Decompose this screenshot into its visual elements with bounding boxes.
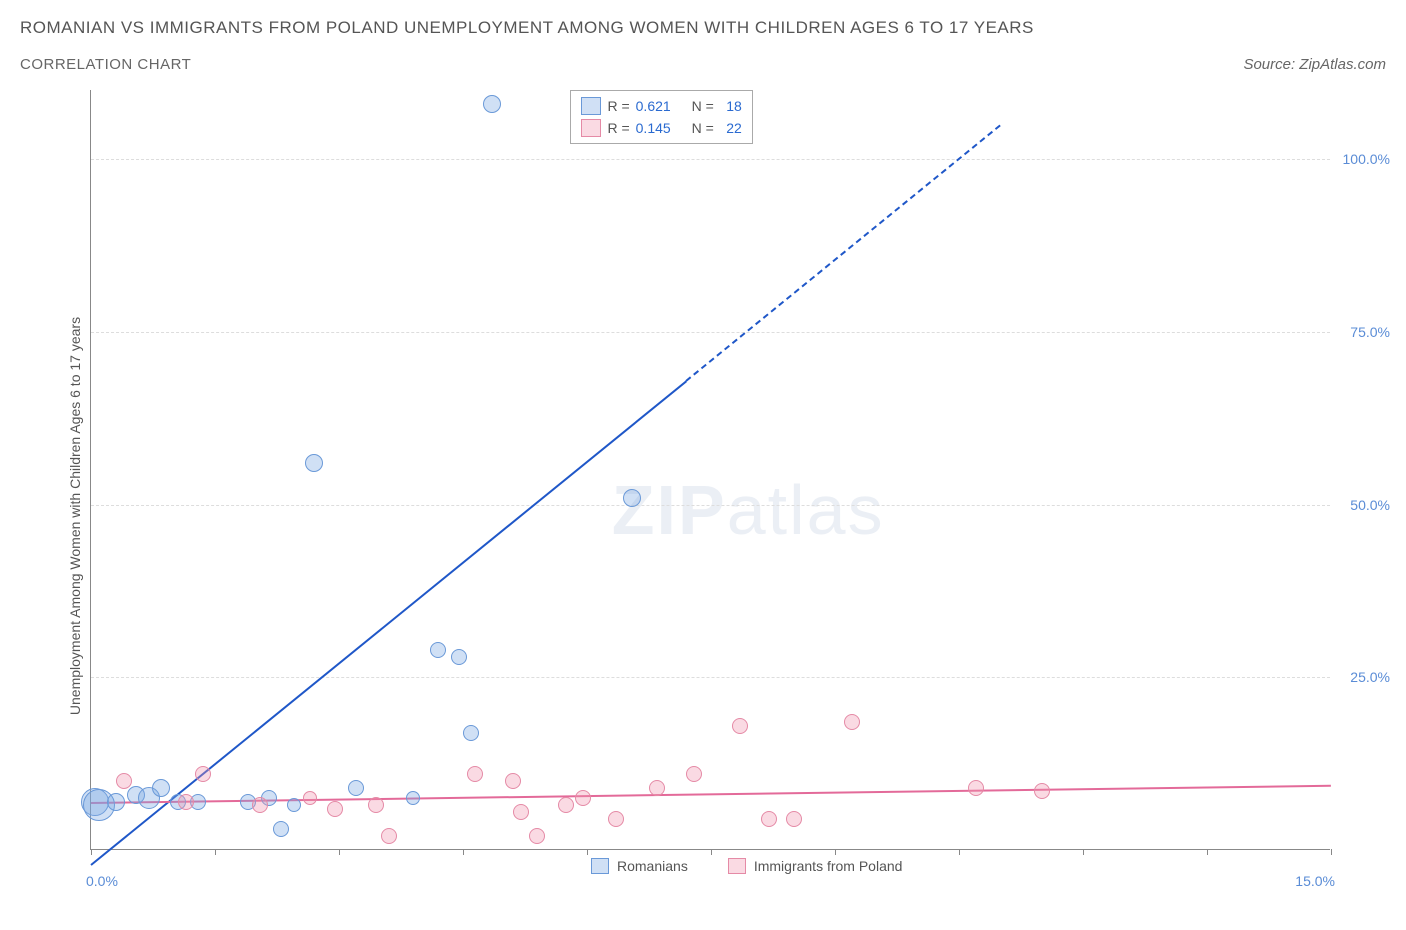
gridline	[91, 159, 1330, 160]
source-attribution: Source: ZipAtlas.com	[1243, 56, 1386, 73]
data-point	[451, 649, 467, 665]
data-point	[575, 790, 591, 806]
data-point	[786, 811, 802, 827]
trend-line	[91, 784, 1331, 803]
data-point	[558, 797, 574, 813]
data-point	[368, 797, 384, 813]
x-tick	[91, 849, 92, 855]
data-point	[195, 766, 211, 782]
series-legend-label: Immigrants from Poland	[754, 858, 903, 874]
data-point	[178, 794, 194, 810]
data-point	[463, 725, 479, 741]
data-point	[483, 95, 501, 113]
data-point	[116, 773, 132, 789]
gridline	[91, 677, 1330, 678]
data-point	[623, 489, 641, 507]
y-tick-label: 75.0%	[1350, 324, 1390, 340]
data-point	[505, 773, 521, 789]
data-point	[273, 821, 289, 837]
y-tick-label: 25.0%	[1350, 669, 1390, 685]
data-point	[529, 828, 545, 844]
chart-subtitle: CORRELATION CHART	[20, 56, 191, 73]
x-tick	[1331, 849, 1332, 855]
data-point	[152, 779, 170, 797]
gridline	[91, 505, 1330, 506]
watermark-atlas: atlas	[727, 471, 885, 549]
x-tick	[339, 849, 340, 855]
x-tick	[587, 849, 588, 855]
watermark: ZIPatlas	[612, 470, 885, 550]
data-point	[761, 811, 777, 827]
y-axis-label: Unemployment Among Women with Children A…	[67, 286, 83, 746]
series-legend: Romanians Immigrants from Poland	[591, 858, 902, 874]
x-axis-min-label: 0.0%	[86, 873, 118, 889]
chart-title: ROMANIAN VS IMMIGRANTS FROM POLAND UNEMP…	[20, 18, 1034, 38]
trend-line	[686, 125, 1001, 382]
x-tick	[1207, 849, 1208, 855]
data-point	[252, 797, 268, 813]
data-point	[649, 780, 665, 796]
data-point	[732, 718, 748, 734]
series-legend-item: Romanians	[591, 858, 688, 874]
data-point	[608, 811, 624, 827]
watermark-zip: ZIP	[612, 471, 727, 549]
x-tick	[711, 849, 712, 855]
data-point	[327, 801, 343, 817]
data-point	[430, 642, 446, 658]
data-point	[107, 793, 125, 811]
data-point	[305, 454, 323, 472]
legend-row: R =0.621N =18	[581, 95, 741, 117]
legend-row: R =0.145N =22	[581, 117, 741, 139]
legend-swatch	[581, 119, 601, 137]
x-tick	[959, 849, 960, 855]
data-point	[968, 780, 984, 796]
data-point	[381, 828, 397, 844]
series-legend-label: Romanians	[617, 858, 688, 874]
x-tick	[463, 849, 464, 855]
chart-container: Unemployment Among Women with Children A…	[20, 90, 1386, 930]
data-point	[513, 804, 529, 820]
gridline	[91, 332, 1330, 333]
legend-swatch	[581, 97, 601, 115]
data-point	[303, 791, 317, 805]
y-tick-label: 50.0%	[1350, 497, 1390, 513]
data-point	[287, 798, 301, 812]
x-tick	[835, 849, 836, 855]
legend-swatch	[591, 858, 609, 874]
correlation-legend: R =0.621N =18R =0.145N =22	[570, 90, 752, 144]
x-tick	[215, 849, 216, 855]
data-point	[1034, 783, 1050, 799]
plot-area: ZIPatlas 25.0%50.0%75.0%100.0%0.0%15.0%R…	[90, 90, 1330, 850]
x-tick	[1083, 849, 1084, 855]
trend-line	[90, 380, 686, 865]
data-point	[686, 766, 702, 782]
data-point	[844, 714, 860, 730]
data-point	[348, 780, 364, 796]
y-tick-label: 100.0%	[1343, 151, 1390, 167]
legend-swatch	[728, 858, 746, 874]
data-point	[467, 766, 483, 782]
series-legend-item: Immigrants from Poland	[728, 858, 903, 874]
x-axis-max-label: 15.0%	[1295, 873, 1335, 889]
data-point	[406, 791, 420, 805]
